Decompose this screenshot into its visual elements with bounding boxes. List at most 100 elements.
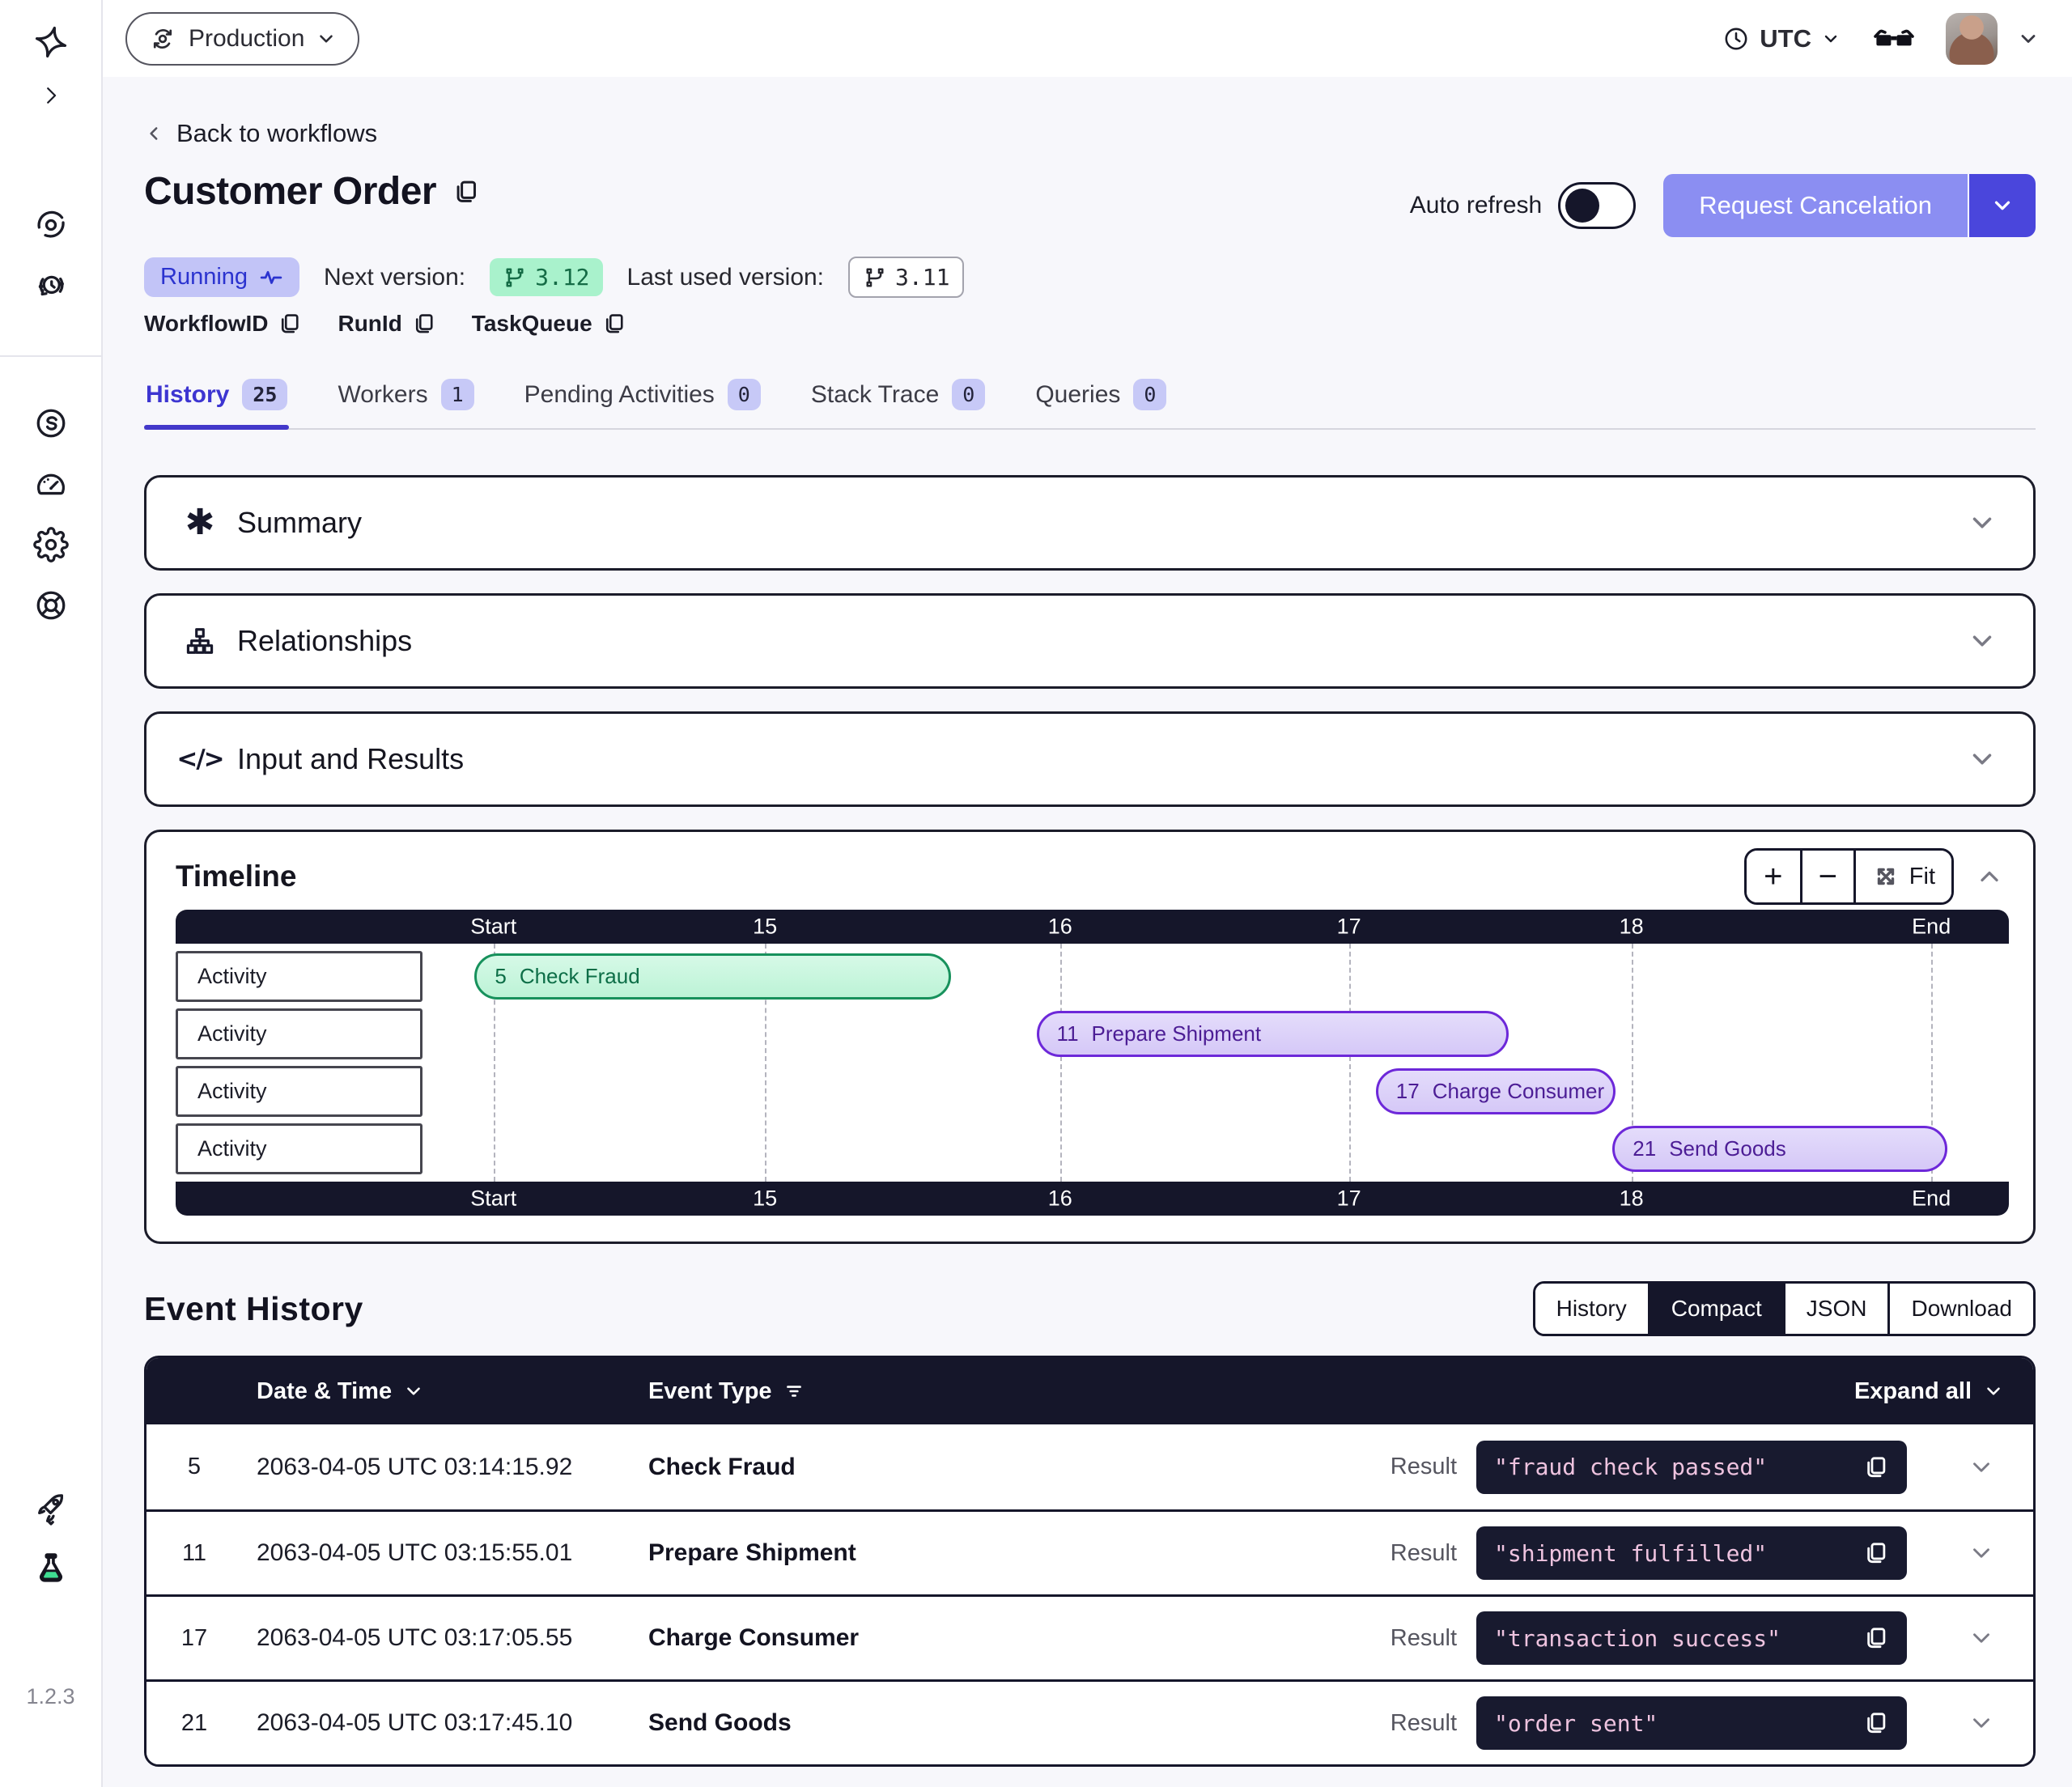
gridline: [1059, 944, 1062, 1182]
filter-event-type[interactable]: Event Type: [608, 1378, 1355, 1405]
auto-refresh-label: Auto refresh: [1409, 192, 1543, 219]
fit-button[interactable]: Fit: [1853, 851, 1951, 902]
event-id: 11: [181, 1539, 207, 1566]
tab-workers[interactable]: Workers 1: [336, 371, 475, 428]
request-cancelation-button[interactable]: Request Cancelation: [1663, 174, 1969, 237]
expand-row-chevron[interactable]: [1968, 1709, 1995, 1737]
topbar: Production UTC: [103, 0, 2072, 77]
toggle-knob: [1565, 189, 1600, 223]
event-type: Charge Consumer: [648, 1624, 860, 1651]
result-value: "shipment fulfilled": [1494, 1539, 1768, 1567]
sidebar-item-support-icon[interactable]: [32, 586, 70, 625]
event-row[interactable]: 21 2063-04-05 UTC 03:17:45.10 Send Goods…: [146, 1679, 2033, 1764]
feedback-glasses-icon[interactable]: [1873, 23, 1915, 55]
zoom-out-button[interactable]: −: [1799, 851, 1853, 902]
tab-history[interactable]: History 25: [144, 371, 290, 430]
event-id: 21: [180, 1709, 208, 1736]
expand-row-chevron[interactable]: [1968, 1454, 1995, 1481]
chevron-down-icon: [407, 1387, 420, 1395]
sidebar-item-nexus-icon[interactable]: [32, 404, 70, 443]
auto-refresh-toggle[interactable]: [1558, 182, 1637, 229]
sidebar-divider: [0, 355, 102, 357]
event-row[interactable]: 17 2063-04-05 UTC 03:17:05.55 Charge Con…: [146, 1594, 2033, 1679]
copy-icon[interactable]: [1863, 1454, 1889, 1480]
expand-row-chevron[interactable]: [1968, 1539, 1995, 1567]
copy-icon[interactable]: [1863, 1540, 1889, 1566]
axis-tick: 16: [1047, 1186, 1072, 1211]
timeline-row-label: Activity: [176, 1123, 422, 1174]
code-icon: </>: [176, 745, 224, 774]
result-value-chip: "order sent": [1476, 1696, 1907, 1750]
timeline-bar-prepare-shipment[interactable]: 11 Prepare Shipment: [1036, 1011, 1509, 1057]
sort-by-datetime[interactable]: Date & Time: [242, 1378, 608, 1405]
event-type: Send Goods: [648, 1709, 792, 1736]
download-button[interactable]: Download: [1887, 1284, 2033, 1334]
axis-tick: End: [1912, 1186, 1951, 1211]
hierarchy-icon: [182, 623, 218, 659]
view-history-button[interactable]: History: [1535, 1284, 1648, 1334]
back-label: Back to workflows: [176, 119, 378, 147]
user-menu-chevron-icon[interactable]: [2017, 28, 2040, 50]
tab-queries[interactable]: Queries 0: [1034, 371, 1168, 428]
zoom-in-button[interactable]: +: [1746, 851, 1800, 902]
last-used-version-badge: 3.11: [848, 257, 965, 298]
relationships-section[interactable]: Relationships: [144, 593, 2036, 689]
axis-tick: 15: [753, 914, 778, 939]
sidebar-item-getting-started-rocket-icon[interactable]: [32, 1490, 70, 1529]
chevron-down-icon: [1987, 1387, 2000, 1395]
copy-icon[interactable]: [278, 312, 302, 336]
event-row[interactable]: 5 2063-04-05 UTC 03:14:15.92 Check Fraud…: [146, 1424, 2033, 1509]
timeline-bar-send-goods[interactable]: 21 Send Goods: [1612, 1126, 1947, 1172]
axis-tick: 18: [1619, 1186, 1644, 1211]
copy-icon[interactable]: [1863, 1710, 1889, 1736]
expand-row-chevron[interactable]: [1968, 1624, 1995, 1652]
axis-tick: 17: [1336, 914, 1361, 939]
chevron-down-icon: [316, 28, 337, 49]
event-type: Check Fraud: [648, 1453, 796, 1480]
namespace-selector[interactable]: Production: [125, 11, 360, 66]
tab-count-badge: 0: [727, 379, 761, 410]
request-cancelation-button-group: Request Cancelation: [1663, 174, 2036, 237]
temporal-logo-icon[interactable]: [32, 23, 70, 62]
next-version-badge: 3.12: [490, 258, 603, 296]
input-and-results-section[interactable]: </> Input and Results: [144, 711, 2036, 807]
timezone-selector[interactable]: UTC: [1722, 24, 1841, 53]
axis-tick: Start: [470, 914, 517, 939]
sidebar-item-schedules-icon[interactable]: [32, 266, 70, 305]
copy-icon[interactable]: [1863, 1625, 1889, 1651]
timeline-chart: Start 15 16 17 18 End Activity Activity …: [176, 910, 2009, 1216]
copy-icon[interactable]: [602, 312, 626, 336]
timeline-collapse-chevron[interactable]: [1975, 862, 2004, 891]
result-value: "order sent": [1494, 1709, 1658, 1737]
sidebar-item-workflows-icon[interactable]: [32, 206, 70, 244]
tab-pending-activities[interactable]: Pending Activities 0: [523, 371, 762, 428]
sidebar-item-settings-icon[interactable]: [32, 525, 70, 564]
view-json-button[interactable]: JSON: [1782, 1284, 1888, 1334]
timeline-bar-charge-consumer[interactable]: 17 Charge Consumer: [1375, 1068, 1616, 1114]
sidebar-expand-icon[interactable]: [32, 76, 70, 115]
tab-count-badge: 0: [1133, 379, 1167, 410]
sidebar-item-labs-flask-icon[interactable]: [32, 1550, 70, 1589]
expand-all-button[interactable]: Expand all: [1854, 1378, 2033, 1405]
event-history-view-switcher: History Compact JSON Download: [1532, 1281, 2036, 1336]
user-avatar[interactable]: [1946, 12, 1998, 65]
result-value-chip: "shipment fulfilled": [1476, 1526, 1907, 1580]
sidebar-item-usage-icon[interactable]: [32, 465, 70, 503]
event-history-title: Event History: [144, 1289, 363, 1327]
chevron-down-icon: [1967, 626, 1998, 656]
next-version-label: Next version:: [324, 263, 466, 291]
tab-count-badge: 0: [952, 379, 986, 410]
view-compact-button[interactable]: Compact: [1647, 1284, 1783, 1334]
event-row[interactable]: 11 2063-04-05 UTC 03:15:55.01 Prepare Sh…: [146, 1509, 2033, 1594]
result-label: Result: [1390, 1539, 1457, 1566]
copy-icon[interactable]: [412, 312, 436, 336]
gridline: [765, 944, 767, 1182]
tab-stack-trace[interactable]: Stack Trace 0: [809, 371, 987, 428]
copy-icon[interactable]: [452, 178, 480, 206]
cancelation-options-chevron[interactable]: [1969, 174, 2036, 237]
workflow-tabs: History 25 Workers 1 Pending Activities 0 S…: [144, 371, 2036, 430]
back-to-workflows-link[interactable]: Back to workflows: [144, 119, 377, 148]
timeline-bar-check-fraud[interactable]: 5 Check Fraud: [474, 953, 952, 1000]
event-id: 5: [187, 1454, 202, 1479]
summary-section[interactable]: ✱ Summary: [144, 475, 2036, 571]
